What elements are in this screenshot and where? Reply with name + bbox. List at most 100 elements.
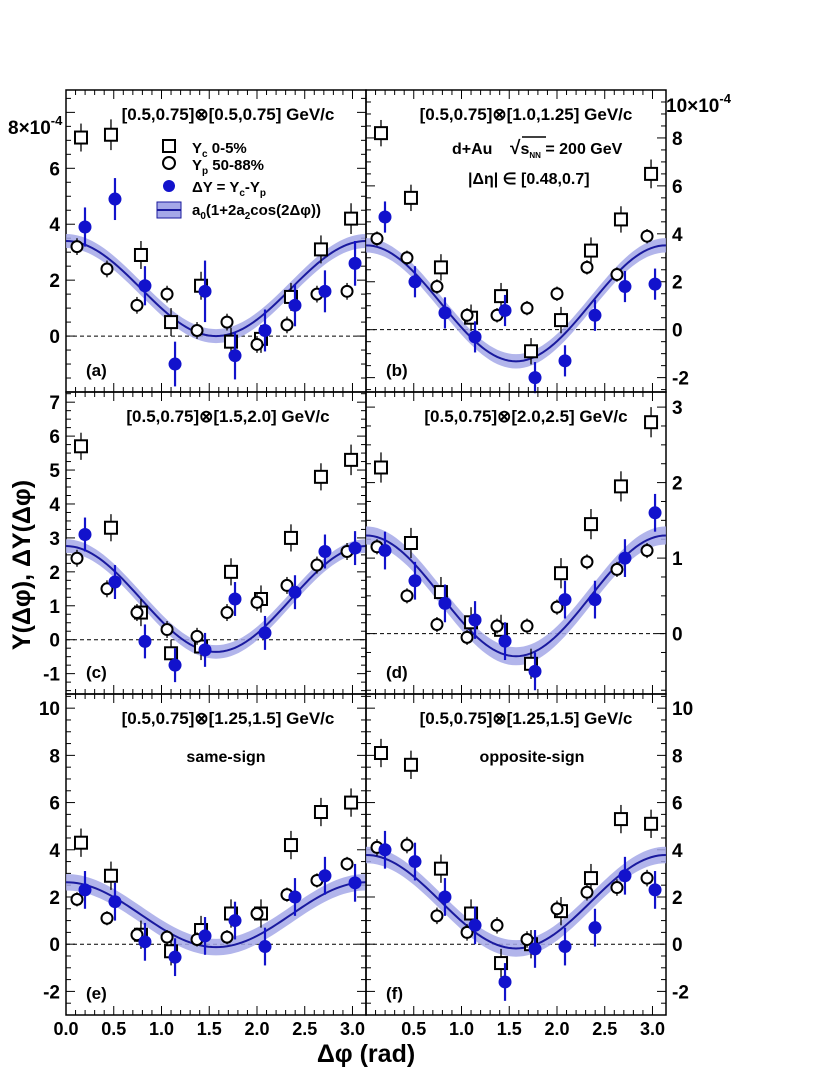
point-yc xyxy=(403,757,418,772)
point-yp xyxy=(220,315,234,329)
point-dy xyxy=(408,275,422,289)
point-yp xyxy=(610,881,624,895)
y-tick-label: 6 xyxy=(49,794,60,815)
exponent-right: 10×10-4 xyxy=(666,91,732,117)
point-yp xyxy=(550,902,564,916)
point-dy xyxy=(288,298,302,312)
x-tick-label: 2.5 xyxy=(292,1019,317,1039)
fit-band xyxy=(366,846,666,957)
point-yc xyxy=(553,313,568,328)
y-axis-label: Y(Δφ), ΔY(Δφ) xyxy=(8,480,36,650)
point-dy xyxy=(258,323,272,337)
point-dy xyxy=(558,593,572,607)
eta-range-label: |Δη| ∈ [0.48,0.7] xyxy=(468,171,590,188)
y-tick-label: 2 xyxy=(49,888,60,909)
point-yp xyxy=(340,857,354,871)
point-dy xyxy=(648,506,662,520)
panel-c: -1 0 1 2 3 4 5 6 7 [0.5,0.75]⊗[1.5,2.0] GeV/c (c) xyxy=(43,391,367,695)
x-tick-label: 1.5 xyxy=(197,1019,222,1039)
point-dy xyxy=(438,890,452,904)
point-dy xyxy=(168,950,182,964)
point-yp xyxy=(310,558,324,572)
point-yc xyxy=(164,315,179,330)
point-yc xyxy=(613,812,628,827)
point-yp xyxy=(220,930,234,944)
panel-subtitle: same-sign xyxy=(186,749,265,766)
point-dy xyxy=(528,664,542,678)
point-yp xyxy=(580,885,594,899)
point-dy xyxy=(318,544,332,558)
legend-label-fit: a0(1+2a2cos(2Δφ)) xyxy=(192,202,321,222)
y-tick-label: 10 xyxy=(672,699,693,720)
fit-band xyxy=(66,873,366,956)
point-yp xyxy=(130,298,144,312)
panel-a: 0 2 4 6 [0.5,0.75]⊗[0.5,0.75] GeV/c (a) xyxy=(49,89,367,393)
y-tick-label: 5 xyxy=(49,461,60,482)
x-tick-label: 0.5 xyxy=(401,1019,426,1039)
panel-title: [0.5,0.75]⊗[1.25,1.5] GeV/c xyxy=(122,709,335,728)
point-dy xyxy=(618,280,632,294)
point-dy xyxy=(588,921,602,935)
y-tick-label: 8 xyxy=(672,746,683,767)
point-yp xyxy=(400,838,414,852)
point-yp xyxy=(460,925,474,939)
point-dy xyxy=(438,596,452,610)
point-yc xyxy=(344,452,359,467)
point-yp xyxy=(340,284,354,298)
point-dy xyxy=(288,585,302,599)
point-yc xyxy=(313,469,328,484)
legend-marker-yp xyxy=(162,156,176,170)
point-yp xyxy=(460,630,474,644)
point-yp xyxy=(610,562,624,576)
point-yp xyxy=(520,619,534,633)
panel-title: [0.5,0.75]⊗[2.0,2.5] GeV/c xyxy=(424,407,627,426)
point-dy xyxy=(228,914,242,928)
panel-frame xyxy=(65,693,367,1016)
panel-label: (f) xyxy=(386,984,403,1003)
point-dy xyxy=(78,528,92,542)
point-yc xyxy=(403,190,418,205)
system-energy-label: d+Au xyxy=(452,141,492,158)
y-tick-label: 8 xyxy=(672,129,683,150)
point-yc xyxy=(644,166,659,181)
point-dy xyxy=(648,883,662,897)
point-yp xyxy=(580,260,594,274)
x-tick-label: 1.0 xyxy=(449,1019,474,1039)
fit-curve xyxy=(65,240,367,338)
point-dy xyxy=(498,975,512,989)
point-yp xyxy=(430,280,444,294)
point-yp xyxy=(370,232,384,246)
y-tick-label: 3 xyxy=(49,529,60,550)
panel-f: -2 0 2 4 6 8 10 [0.5,0.75]⊗[1.25,1.5] GeV/c oppo… xyxy=(365,693,693,1039)
point-dy xyxy=(648,277,662,291)
y-tick-label: 1 xyxy=(672,549,683,570)
panel-label: (b) xyxy=(386,361,408,380)
point-dy xyxy=(198,284,212,298)
point-dy xyxy=(408,574,422,588)
y-tick-label: 0 xyxy=(49,935,60,956)
point-yp xyxy=(190,323,204,337)
point-yp xyxy=(550,600,564,614)
panel-title: [0.5,0.75]⊗[1.0,1.25] GeV/c xyxy=(420,105,633,124)
y-tick-label: 0 xyxy=(672,625,683,646)
point-dy xyxy=(318,869,332,883)
legend-label-yc: Yc 0-5% xyxy=(192,140,247,160)
x-tick-label: 0.0 xyxy=(53,1019,78,1039)
point-dy xyxy=(138,279,152,293)
y-tick-label: 0 xyxy=(49,327,60,348)
y-tick-label: 2 xyxy=(49,271,60,292)
y-tick-label: -2 xyxy=(672,369,689,390)
x-tick-label: 3.0 xyxy=(640,1019,665,1039)
panel-e: -2 0 2 4 6 8 10 [0.5,0.75]⊗[1.25,1.5] GeV/c same… xyxy=(39,693,367,1039)
point-yp xyxy=(400,589,414,603)
point-yp xyxy=(130,606,144,620)
fit-band xyxy=(366,238,666,369)
y-tick-label: 0 xyxy=(672,321,683,342)
point-yp xyxy=(490,619,504,633)
x-tick-label: 3.0 xyxy=(340,1019,365,1039)
point-dy xyxy=(168,658,182,672)
y-tick-label: 2 xyxy=(672,474,683,495)
point-dy xyxy=(228,349,242,363)
point-dy xyxy=(438,306,452,320)
